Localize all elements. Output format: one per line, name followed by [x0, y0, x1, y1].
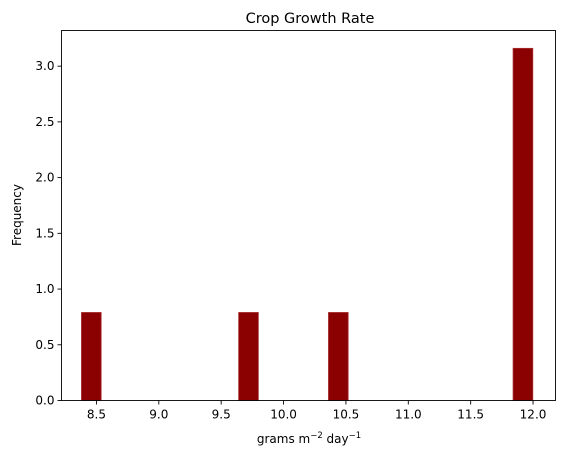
- y-axis-ticks: 0.0 0.5 1.0 1.5 2.0 2.5 3.0: [35, 59, 62, 408]
- y-axis-label: Frequency: [10, 184, 24, 246]
- y-tick-label: 0.0: [35, 394, 54, 408]
- histogram-bar-3: [328, 312, 349, 401]
- x-tick-label: 8.5: [87, 408, 106, 422]
- x-axis-ticks: 8.5 9.0 9.5 10.0 10.5 11.0 11.5 12.0: [87, 400, 547, 422]
- x-tick-label: 11.0: [395, 408, 422, 422]
- x-tick-label: 9.5: [212, 408, 231, 422]
- x-tick-label: 9.0: [149, 408, 168, 422]
- histogram-bar-2: [238, 312, 259, 401]
- x-axis-label-exponent-1: −2: [310, 431, 323, 441]
- histogram-bar-1: [81, 312, 102, 401]
- y-tick-label: 0.5: [35, 338, 54, 352]
- x-tick-label: 12.0: [520, 408, 547, 422]
- x-tick-label: 10.5: [333, 408, 360, 422]
- bars-group: [81, 47, 534, 401]
- y-tick-label: 1.0: [35, 282, 54, 296]
- x-tick-label: 11.5: [457, 408, 484, 422]
- y-tick-label: 2.0: [35, 171, 54, 185]
- histogram-bar-4: [512, 47, 534, 401]
- x-tick-label: 10.0: [270, 408, 297, 422]
- x-axis-label: grams m−2 day−1: [257, 431, 361, 446]
- plot-frame: [61, 30, 556, 401]
- chart-title: Crop Growth Rate: [246, 11, 375, 27]
- x-axis-label-exponent-2: −1: [349, 431, 362, 441]
- y-tick-label: 1.5: [35, 226, 54, 240]
- y-tick-label: 3.0: [35, 59, 54, 73]
- y-tick-label: 2.5: [35, 115, 54, 129]
- x-axis-label-unit: day: [323, 432, 349, 446]
